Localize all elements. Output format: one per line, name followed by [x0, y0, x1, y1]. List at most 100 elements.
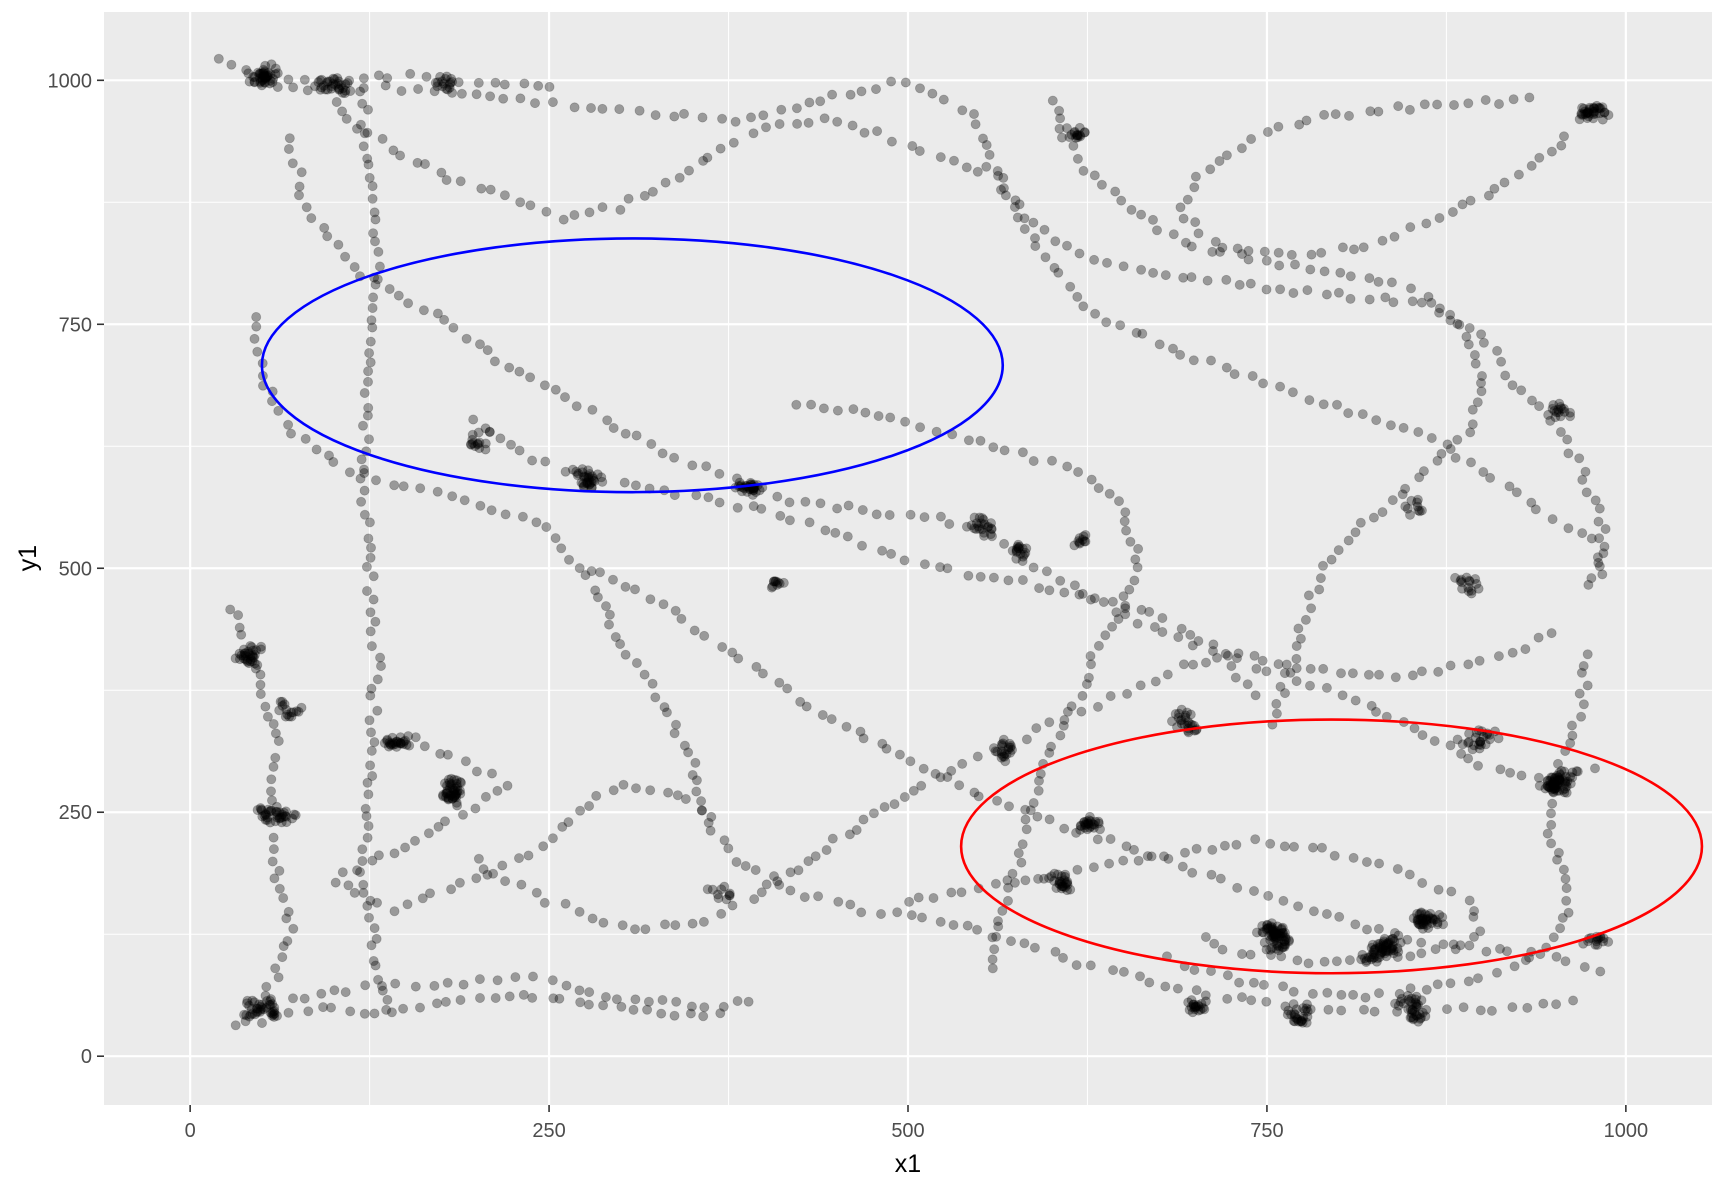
data-point — [1456, 574, 1467, 585]
data-point — [1383, 939, 1394, 950]
data-point — [395, 737, 406, 748]
data-point — [1428, 915, 1439, 926]
data-point — [540, 456, 551, 467]
data-point — [1319, 956, 1330, 967]
data-point — [1392, 864, 1403, 875]
data-point — [1301, 115, 1312, 126]
data-point — [525, 200, 536, 211]
data-point — [1074, 248, 1085, 259]
data-point — [1288, 1016, 1299, 1027]
data-point — [1262, 919, 1273, 930]
data-point — [1315, 573, 1326, 584]
data-point — [330, 79, 341, 90]
data-point — [732, 473, 743, 484]
data-point — [574, 563, 585, 574]
data-point — [894, 749, 905, 760]
data-point — [986, 523, 997, 534]
data-point — [645, 594, 656, 605]
data-point — [1059, 715, 1070, 726]
data-point — [1589, 106, 1600, 117]
data-point — [1295, 1016, 1306, 1027]
data-point — [1588, 103, 1599, 114]
data-point — [1457, 739, 1468, 750]
data-point — [267, 1006, 278, 1017]
data-point — [441, 788, 452, 799]
data-point — [288, 923, 299, 934]
data-point — [459, 495, 470, 506]
data-point — [273, 736, 284, 747]
data-point — [1416, 505, 1427, 516]
data-point — [257, 72, 268, 83]
data-point — [245, 654, 256, 665]
data-point — [1546, 819, 1557, 830]
data-point — [343, 880, 354, 891]
data-point — [367, 771, 378, 782]
data-point — [1343, 535, 1354, 546]
data-point — [1508, 94, 1519, 105]
data-point — [1044, 747, 1055, 758]
data-point — [1599, 107, 1610, 118]
data-point — [571, 401, 582, 412]
data-point — [451, 788, 462, 799]
data-point — [514, 366, 525, 377]
data-point — [322, 76, 333, 87]
data-point — [1104, 858, 1115, 869]
data-point — [748, 501, 759, 512]
data-point — [1546, 838, 1557, 849]
data-point — [260, 73, 271, 84]
data-point — [564, 554, 575, 565]
data-point — [365, 760, 376, 771]
data-point — [670, 605, 681, 616]
data-point — [398, 739, 409, 750]
data-point — [721, 894, 732, 905]
data-point — [1381, 951, 1392, 962]
data-point — [446, 790, 457, 801]
data-point — [373, 850, 384, 861]
data-point — [439, 314, 450, 325]
data-points — [213, 53, 1614, 1031]
data-point — [1173, 632, 1184, 643]
data-point — [1105, 691, 1116, 702]
data-point — [1416, 919, 1427, 930]
data-point — [1190, 1002, 1201, 1013]
data-point — [946, 765, 957, 776]
data-point — [587, 913, 598, 924]
data-point — [813, 891, 824, 902]
data-point — [1412, 501, 1423, 512]
data-point — [306, 213, 317, 224]
data-point — [1414, 506, 1425, 517]
data-point — [366, 315, 377, 326]
data-point — [268, 832, 279, 843]
data-point — [243, 68, 254, 79]
data-point — [1078, 531, 1089, 542]
data-point — [1231, 839, 1242, 850]
data-point — [435, 71, 446, 82]
data-point — [260, 72, 271, 83]
data-point — [569, 209, 580, 220]
data-point — [331, 97, 342, 108]
data-point — [1388, 933, 1399, 944]
data-point — [1318, 663, 1329, 674]
data-point — [751, 661, 762, 672]
data-point — [265, 786, 276, 797]
data-point — [1392, 952, 1403, 963]
data-point — [1279, 936, 1290, 947]
data-point — [510, 972, 521, 983]
data-point — [362, 777, 373, 788]
data-point — [452, 785, 463, 796]
data-point — [293, 190, 304, 201]
data-point — [259, 77, 270, 88]
data-point — [669, 1010, 680, 1021]
data-point — [1547, 403, 1558, 414]
data-point — [377, 133, 388, 144]
data-point — [1072, 130, 1083, 141]
data-point — [1457, 199, 1468, 210]
data-point — [576, 477, 587, 488]
data-point — [334, 84, 345, 95]
data-point — [1261, 996, 1272, 1007]
data-point — [1545, 780, 1556, 791]
data-point — [732, 502, 743, 513]
data-point — [1086, 821, 1097, 832]
data-point — [1019, 549, 1030, 560]
